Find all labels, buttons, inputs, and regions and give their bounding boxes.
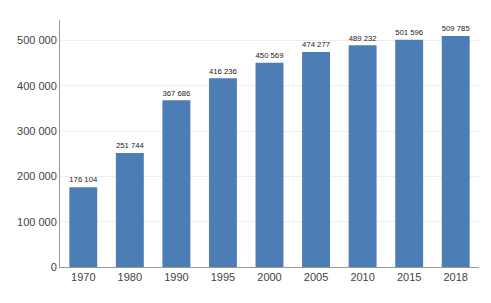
svg-text:474 277: 474 277 [302,40,330,49]
svg-text:450 569: 450 569 [256,51,284,60]
svg-text:2018: 2018 [443,271,467,283]
svg-text:251 744: 251 744 [116,141,145,150]
svg-text:1970: 1970 [71,271,95,283]
svg-text:0: 0 [51,261,57,273]
svg-text:1980: 1980 [118,271,142,283]
svg-text:501 596: 501 596 [395,28,423,37]
svg-text:2005: 2005 [304,271,328,283]
svg-text:400 000: 400 000 [17,80,57,92]
svg-text:2010: 2010 [350,271,374,283]
svg-text:509 785: 509 785 [442,24,470,33]
svg-text:367 686: 367 686 [162,89,190,98]
svg-text:2000: 2000 [257,271,281,283]
svg-text:176 104: 176 104 [69,175,98,184]
svg-text:500 000: 500 000 [17,34,57,46]
svg-text:416 236: 416 236 [209,67,237,76]
svg-text:200 000: 200 000 [17,170,57,182]
svg-text:2015: 2015 [397,271,421,283]
svg-text:300 000: 300 000 [17,125,57,137]
svg-text:489 232: 489 232 [349,34,377,43]
svg-text:1995: 1995 [211,271,235,283]
svg-text:100 000: 100 000 [17,216,57,228]
svg-text:1990: 1990 [164,271,188,283]
